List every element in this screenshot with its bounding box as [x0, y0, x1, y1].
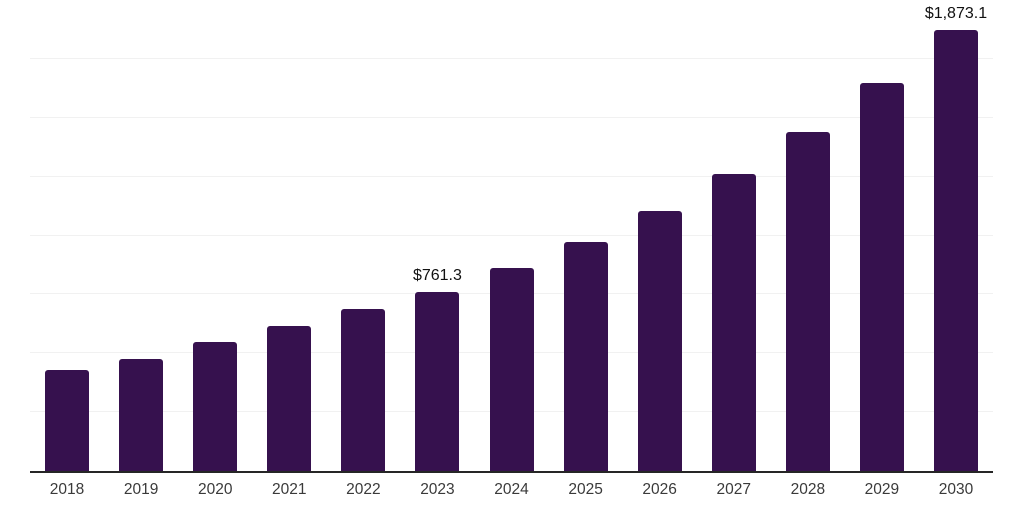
bar-2022	[341, 308, 386, 471]
x-tick-label-2029: 2029	[864, 481, 900, 498]
bar-2020	[193, 342, 238, 471]
x-tick-label-2020: 2020	[197, 481, 233, 498]
bar-2021	[267, 326, 312, 471]
x-tick-label-2028: 2028	[790, 481, 826, 498]
bar-2023	[415, 291, 460, 471]
x-tick-label-2019: 2019	[123, 481, 159, 498]
plot-area: $761.3 $1,873.1	[30, 0, 993, 473]
bar-2024	[489, 268, 534, 471]
bar-2019	[119, 359, 164, 471]
x-tick-label-2030: 2030	[938, 481, 974, 498]
bar-2029	[859, 83, 904, 471]
x-axis-labels: 2018 2019 2020 2021 2022 2023 2024 2025 2026 2027…	[30, 481, 993, 499]
x-tick-label-2026: 2026	[642, 481, 677, 498]
gridline-1500	[30, 116, 993, 118]
bar-2027	[711, 173, 756, 471]
bar-2028	[785, 131, 830, 471]
x-tick-label-2018: 2018	[49, 481, 85, 498]
x-tick-label-2024: 2024	[494, 481, 529, 498]
data-label-2023: $761.3	[412, 266, 462, 284]
x-tick-label-2023: 2023	[420, 481, 455, 498]
x-tick-label-2022: 2022	[346, 481, 381, 498]
bar-2025	[563, 242, 608, 471]
x-tick-label-2025: 2025	[568, 481, 603, 498]
bar-2018	[45, 369, 90, 471]
bar-2030	[933, 29, 978, 471]
gridline-1750	[30, 57, 993, 59]
gridline-1250	[30, 175, 993, 177]
x-tick-label-2021: 2021	[272, 481, 307, 498]
bar-2026	[637, 211, 682, 471]
gridline-1000	[30, 234, 993, 236]
x-tick-label-2027: 2027	[716, 481, 751, 498]
data-label-2030: $1,873.1	[924, 4, 988, 22]
